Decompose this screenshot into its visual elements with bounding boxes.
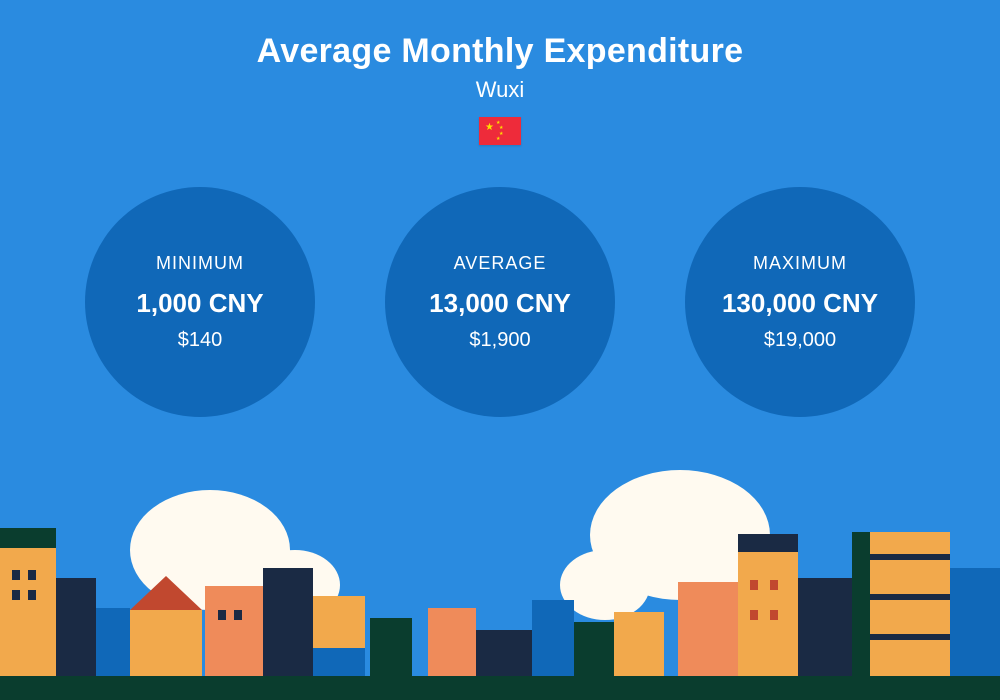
stat-usd: $140: [178, 329, 223, 352]
city-name: Wuxi: [0, 77, 1000, 103]
stat-label: MAXIMUM: [753, 253, 847, 274]
china-flag-icon: ★ ★★★★: [479, 117, 521, 145]
stats-row: MINIMUM 1,000 CNY $140 AVERAGE 13,000 CN…: [0, 187, 1000, 417]
header: Average Monthly Expenditure Wuxi ★ ★★★★: [0, 0, 1000, 145]
stat-usd: $19,000: [764, 329, 836, 352]
stat-value: 1,000 CNY: [136, 288, 263, 319]
stat-usd: $1,900: [469, 329, 530, 352]
page-title: Average Monthly Expenditure: [0, 32, 1000, 71]
stat-value: 13,000 CNY: [429, 288, 571, 319]
city-illustration: [0, 490, 1000, 700]
stat-label: MINIMUM: [156, 253, 244, 274]
stat-maximum: MAXIMUM 130,000 CNY $19,000: [685, 187, 915, 417]
stat-average: AVERAGE 13,000 CNY $1,900: [385, 187, 615, 417]
stat-label: AVERAGE: [454, 253, 547, 274]
stat-minimum: MINIMUM 1,000 CNY $140: [85, 187, 315, 417]
stat-value: 130,000 CNY: [722, 288, 878, 319]
